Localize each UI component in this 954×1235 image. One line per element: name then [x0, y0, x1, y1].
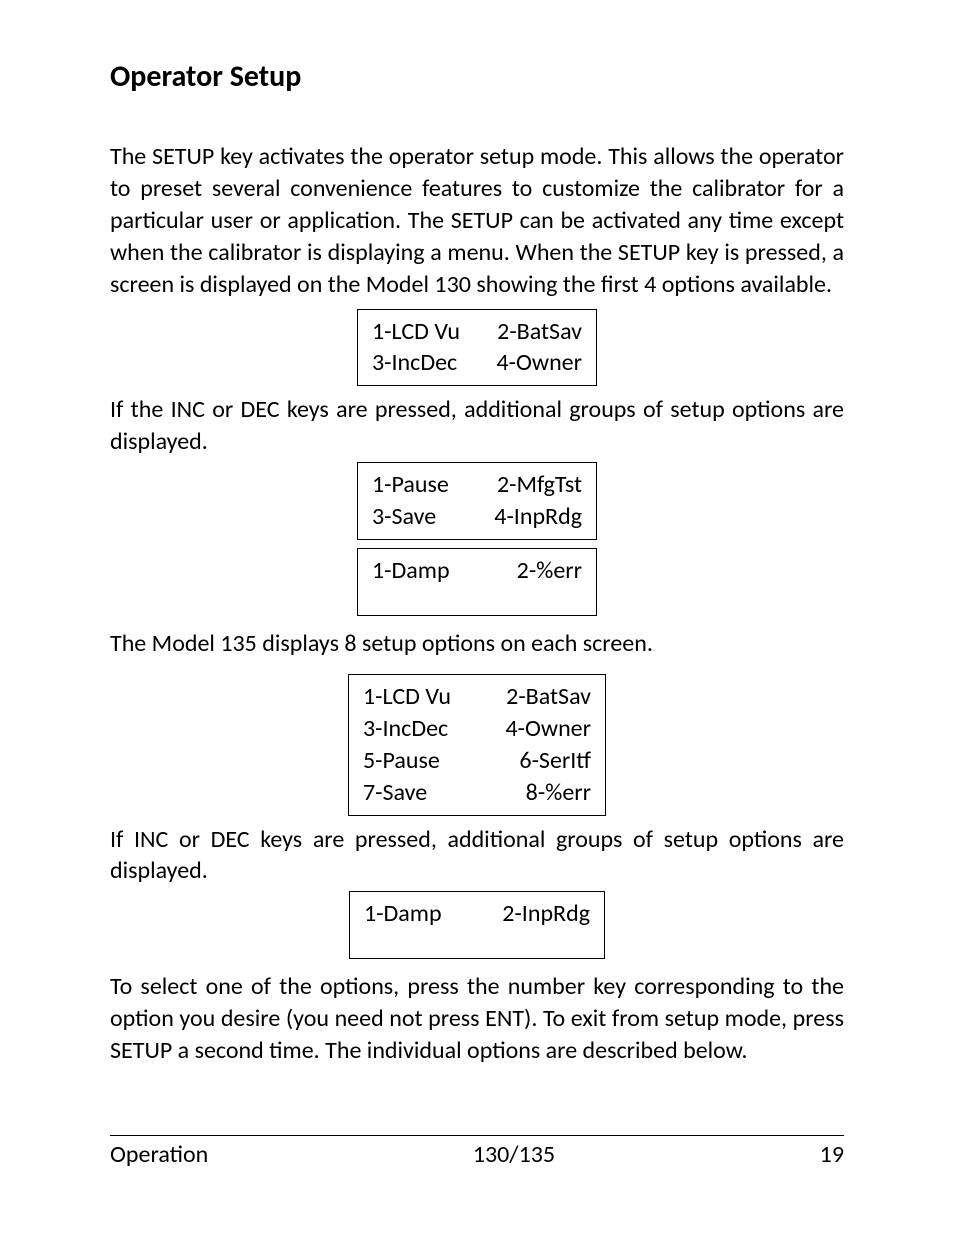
screen-cell: 1-Damp: [372, 555, 450, 587]
screen-box-1: 1-LCD Vu 2-BatSav 3-IncDec 4-Owner: [357, 309, 597, 387]
paragraph-select: To select one of the options, press the …: [110, 971, 844, 1067]
screen-row: 3-IncDec 4-Owner: [372, 347, 582, 379]
screen-row: 1-Damp 2-%err: [372, 555, 582, 587]
footer-row: Operation 130/135 19: [110, 1140, 844, 1169]
screen-row: 1-LCD Vu 2-BatSav: [363, 681, 591, 713]
screen-row: 7-Save 8-%err: [363, 777, 591, 809]
paragraph-135: The Model 135 displays 8 setup options o…: [110, 628, 844, 660]
screen-cell: 7-Save: [363, 777, 427, 809]
screen-cell: 3-IncDec: [372, 347, 457, 379]
screen-cell: 2-BatSav: [497, 316, 582, 348]
screen-cell: 6-SerItf: [519, 745, 591, 777]
screen-row: 1-Damp 2-InpRdg: [364, 898, 590, 930]
paragraph-incdec-130: If the INC or DEC keys are pressed, addi…: [110, 394, 844, 458]
screen-cell: 1-LCD Vu: [363, 681, 451, 713]
screen-cell: 1-LCD Vu: [372, 316, 460, 348]
page-footer: Operation 130/135 19: [110, 1135, 844, 1169]
screen-row: 5-Pause 6-SerItf: [363, 745, 591, 777]
screen-cell: 2-MfgTst: [497, 469, 582, 501]
screen-box-3: 1-Damp 2-%err: [357, 548, 597, 616]
screen-row: 3-IncDec 4-Owner: [363, 713, 591, 745]
screen-cell: 1-Pause: [372, 469, 449, 501]
footer-model: 130/135: [473, 1140, 555, 1169]
footer-rule: [110, 1135, 844, 1136]
screen-cell: 2-%err: [517, 555, 582, 587]
footer-section: Operation: [110, 1140, 208, 1169]
screen-cell: 2-BatSav: [506, 681, 591, 713]
screen-cell: 2-InpRdg: [502, 898, 590, 930]
paragraph-intro: The SETUP key activates the operator set…: [110, 141, 844, 301]
screen-row: 1-Pause 2-MfgTst: [372, 469, 582, 501]
paragraph-incdec-135: If INC or DEC keys are pressed, addition…: [110, 824, 844, 888]
footer-page-number: 19: [820, 1140, 844, 1169]
section-heading: Operator Setup: [110, 58, 844, 95]
screen-row: 3-Save 4-InpRdg: [372, 501, 582, 533]
screen-box-2: 1-Pause 2-MfgTst 3-Save 4-InpRdg: [357, 462, 597, 540]
screen-cell: 4-Owner: [506, 713, 591, 745]
document-page: Operator Setup The SETUP key activates t…: [0, 0, 954, 1235]
screen-box-5: 1-Damp 2-InpRdg: [349, 891, 605, 959]
screen-row: 1-LCD Vu 2-BatSav: [372, 316, 582, 348]
screen-cell: 1-Damp: [364, 898, 442, 930]
screen-box-4: 1-LCD Vu 2-BatSav 3-IncDec 4-Owner 5-Pau…: [348, 674, 606, 816]
screen-cell: 5-Pause: [363, 745, 440, 777]
screen-cell: 3-IncDec: [363, 713, 448, 745]
screen-cell: 4-InpRdg: [494, 501, 582, 533]
screen-cell: 4-Owner: [497, 347, 582, 379]
screen-cell: 8-%err: [526, 777, 591, 809]
screen-cell: 3-Save: [372, 501, 436, 533]
